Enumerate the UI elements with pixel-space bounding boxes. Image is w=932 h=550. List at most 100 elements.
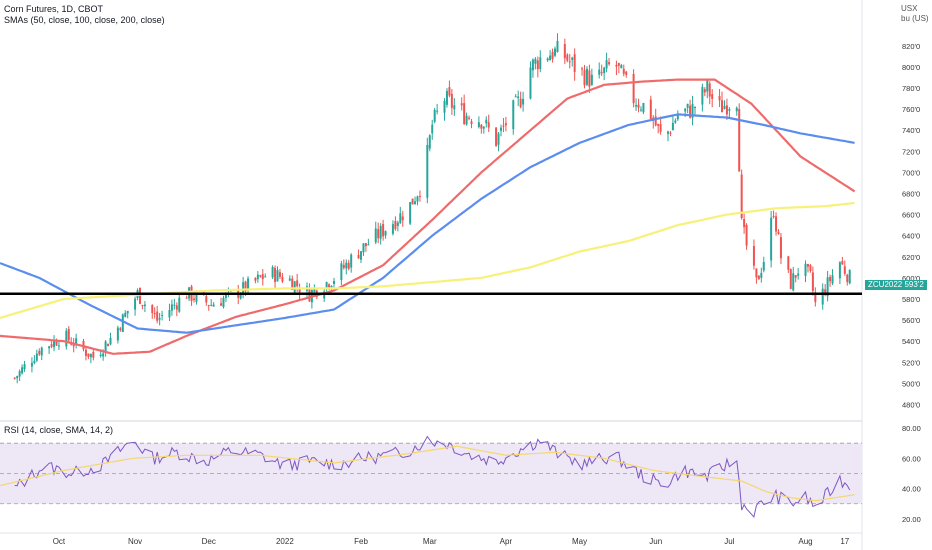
candle-body [745, 224, 748, 246]
candle-body [775, 216, 778, 232]
candle-body [18, 371, 21, 377]
candle-body [409, 202, 412, 224]
candle-body [13, 377, 16, 379]
candle-body [539, 57, 542, 69]
candle-body [448, 87, 451, 96]
candle-body [220, 303, 223, 306]
time-tick-label: Oct [53, 537, 66, 546]
candle-body [529, 67, 532, 99]
price-tick-label: 620'0 [902, 253, 920, 262]
candle-body [635, 105, 638, 107]
candle-body [468, 117, 471, 119]
candle-body [831, 275, 834, 284]
candle-body [141, 304, 144, 306]
candle-body [21, 367, 24, 374]
candle-body [654, 116, 657, 126]
candle-body [755, 268, 758, 278]
candle-body [809, 265, 812, 272]
price-tick-label: 640'0 [902, 232, 920, 241]
candle-body [551, 51, 554, 59]
time-tick-label: 2022 [276, 537, 294, 546]
candle-body [99, 354, 102, 357]
price-tick-label: 600'0 [902, 274, 920, 283]
price-tick-label: 520'0 [902, 358, 920, 367]
candle-body [104, 341, 107, 352]
candle-body [504, 123, 507, 126]
candle-body [598, 69, 601, 75]
candle-body [288, 278, 291, 281]
candle-body [824, 289, 827, 295]
candle-body [57, 345, 60, 347]
candle-body [168, 310, 171, 318]
candle-body [185, 297, 188, 299]
candle-body [207, 305, 210, 307]
candle-body [843, 266, 846, 274]
candle-body [676, 114, 679, 120]
candle-body [779, 237, 782, 259]
candle-body [134, 298, 137, 310]
candle-body [689, 105, 692, 118]
candle-body [124, 312, 127, 317]
candle-body [342, 264, 345, 268]
candle-body [399, 213, 402, 224]
candle-body [271, 266, 274, 278]
candle-body [298, 289, 301, 293]
price-tick-label: 760'0 [902, 105, 920, 114]
candle-body [23, 364, 26, 370]
candle-body [797, 273, 800, 276]
candle-body [821, 288, 824, 305]
candle-body [401, 216, 404, 221]
candle-body [445, 90, 448, 105]
candle-body [811, 272, 814, 291]
candle-body [622, 68, 625, 74]
price-tick-label: 660'0 [902, 211, 920, 220]
rsi-line [14, 435, 851, 518]
rsi-sma-line [0, 445, 855, 502]
price-tick-label: 680'0 [902, 189, 920, 198]
price-tick-label: 560'0 [902, 316, 920, 325]
candle-body [102, 353, 105, 357]
price-tick-label: 720'0 [902, 147, 920, 156]
candle-body [224, 293, 227, 298]
candle-body [244, 281, 247, 292]
candle-body [55, 341, 58, 346]
candle-body [65, 330, 68, 347]
candle-body [40, 347, 43, 356]
candle-body [787, 256, 790, 270]
candle-body [590, 74, 593, 85]
candle-body [684, 108, 687, 112]
unit-measure: bu (US) [901, 14, 929, 23]
candle-body [261, 274, 264, 280]
candle-body [585, 68, 588, 85]
candle-body [313, 288, 316, 293]
time-tick-label: 17 [840, 537, 849, 546]
candle-body [482, 126, 485, 129]
price-tick-label: 740'0 [902, 126, 920, 135]
candle-body [571, 57, 574, 60]
candle-body [433, 109, 436, 122]
candle-body [30, 362, 33, 367]
candle-body [278, 272, 281, 277]
price-tick-label: 780'0 [902, 84, 920, 93]
candle-body [480, 124, 483, 129]
chart-title: Corn Futures, 1D, CBOT [4, 4, 104, 14]
candle-body [332, 281, 335, 284]
candle-body [38, 351, 41, 355]
candle-body [67, 328, 70, 341]
time-tick-label: Nov [128, 537, 142, 546]
candle-body [728, 109, 731, 111]
candle-body [477, 122, 480, 128]
candle-body [487, 122, 490, 128]
candle-body [517, 96, 520, 99]
candle-body [642, 103, 645, 113]
candle-body [107, 343, 110, 347]
candle-body [82, 340, 85, 350]
candle-body [777, 231, 780, 235]
candle-body [119, 328, 122, 330]
candle-body [414, 201, 417, 204]
candle-body [738, 108, 741, 172]
candle-body [360, 251, 363, 260]
candle-body [495, 127, 498, 146]
candle-body [178, 297, 181, 312]
